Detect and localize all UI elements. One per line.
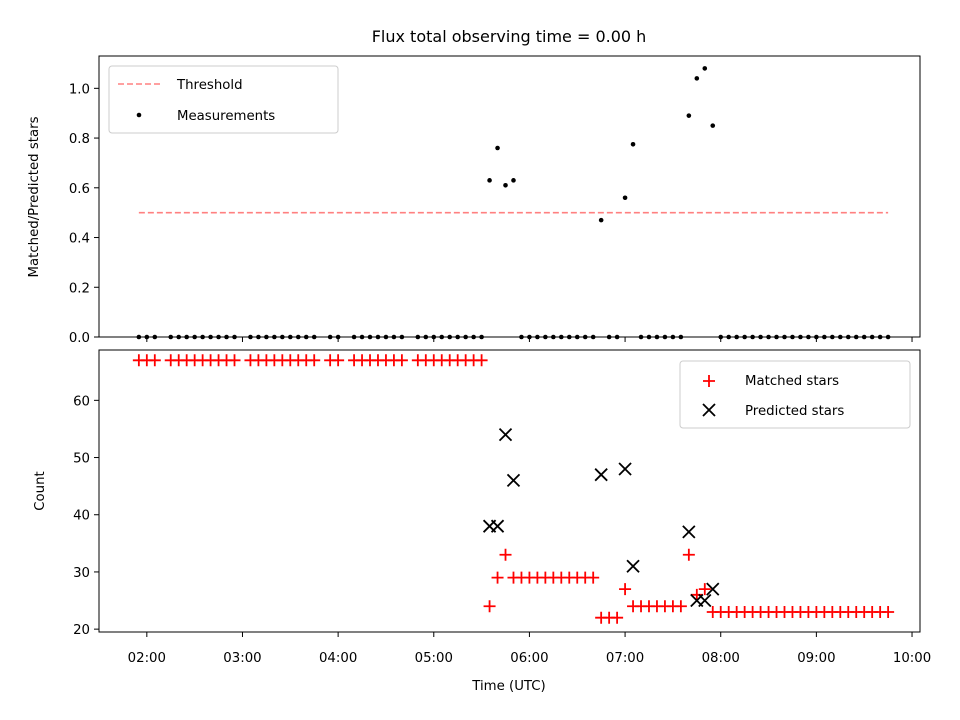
matched-star-point (499, 548, 512, 561)
ratio-legend-box (108, 65, 339, 134)
x-tick-label: 03:00 (223, 651, 261, 666)
y-tick-label: 60 (73, 394, 90, 409)
matched-star-point (483, 600, 496, 613)
x-tick-label: 08:00 (702, 651, 740, 666)
matched-star-point (619, 583, 632, 596)
ratio-plot-x-ticks (146, 337, 913, 342)
measurement-point (511, 178, 516, 183)
x-tick-label: 06:00 (510, 651, 548, 666)
matched-star-point (882, 605, 895, 618)
measurement-point (694, 76, 700, 81)
matched-star-point (587, 571, 600, 584)
matched-star-point (674, 600, 687, 613)
measurement-point (503, 183, 508, 188)
x-tick-label: 05:00 (415, 651, 453, 666)
matched-star-point (475, 354, 488, 367)
matched-star-point (611, 611, 624, 624)
predicted-star-point (498, 428, 513, 442)
matched-star-point (308, 354, 321, 367)
matched-star-point (148, 354, 161, 367)
matched-star-point (682, 548, 695, 561)
measurement-point (598, 217, 604, 223)
count-plot-marks (132, 354, 895, 624)
x-tick-label: 09:00 (797, 651, 835, 666)
threshold-legend-label: Threshold (176, 78, 243, 93)
predicted-star-point (682, 525, 696, 539)
measurement-point (630, 141, 636, 147)
matched-star-point (491, 571, 504, 584)
ratio-plot-y-ticks: 0.0 0.2 0.4 0.6 0.8 1.0 (69, 82, 99, 346)
matched-legend-label: Matched stars (745, 374, 839, 389)
ratio-plot-marks (136, 66, 891, 340)
predicted-star-point (618, 462, 632, 476)
y-tick-label: 1.0 (69, 82, 90, 97)
predicted-star-point (506, 473, 521, 488)
matched-star-point (228, 354, 241, 367)
measurements-legend-label: Measurements (177, 109, 275, 124)
y-tick-label: 0.6 (69, 182, 90, 197)
y-tick-label: 30 (73, 566, 90, 581)
y-tick-label: 0.0 (69, 331, 90, 346)
measurement-point (710, 123, 716, 128)
matched-legend-swatch (703, 375, 715, 387)
ratio-plot: 0.0 0.2 0.4 0.6 0.8 1.0 Matched/Predicted sta… (27, 55, 921, 346)
predicted-legend-swatch (702, 403, 716, 417)
y-tick-label: 0.4 (69, 232, 90, 247)
x-tick-label: 04:00 (319, 651, 357, 666)
matched-star-point (698, 583, 711, 596)
count-plot-y-ticks: 20 30 40 50 60 (73, 394, 99, 638)
y-tick-label: 50 (73, 452, 90, 467)
matched-star-point (690, 588, 703, 601)
ratio-plot-frame (98, 55, 921, 338)
x-tick-label: 07:00 (606, 651, 644, 666)
count-plot: 20 30 40 50 60 02:00 03:00 04:00 05:00 06:00 07:0… (33, 349, 931, 694)
x-tick-label: 02:00 (128, 651, 166, 666)
ratio-plot-y-axis-label: Matched/Predicted stars (27, 116, 42, 277)
matched-star-point (332, 354, 345, 367)
predicted-star-point (706, 582, 720, 596)
measurement-point (622, 195, 628, 201)
count-legend-box (679, 360, 911, 429)
measurement-point (702, 66, 708, 71)
count-plot-x-ticks: 02:00 03:00 04:00 05:00 06:00 07:00 08:00 09:00… (128, 632, 931, 666)
y-tick-label: 0.8 (69, 132, 90, 147)
predicted-legend-label: Predicted stars (745, 404, 844, 419)
y-tick-label: 40 (73, 509, 90, 524)
x-axis-label: Time (UTC) (471, 679, 546, 694)
measurement-point (487, 178, 492, 183)
measurement-point (495, 145, 500, 151)
predicted-star-point (698, 593, 712, 608)
count-plot-frame (98, 349, 921, 633)
predicted-star-point (594, 468, 608, 482)
measurements-legend-swatch (136, 112, 142, 118)
predicted-star-point (490, 519, 505, 533)
ratio-plot-legend: Threshold Measurements (108, 65, 339, 134)
x-tick-label: 10:00 (893, 651, 931, 666)
chart-title: Flux total observing time = 0.00 h (372, 27, 647, 46)
y-tick-label: 20 (73, 623, 90, 638)
count-plot-legend: Matched stars Predicted stars (679, 360, 911, 429)
predicted-star-point (626, 559, 640, 573)
measurement-point (686, 113, 692, 118)
y-tick-label: 0.2 (69, 281, 90, 296)
matched-star-point (395, 354, 408, 367)
count-plot-y-axis-label: Count (33, 471, 48, 511)
